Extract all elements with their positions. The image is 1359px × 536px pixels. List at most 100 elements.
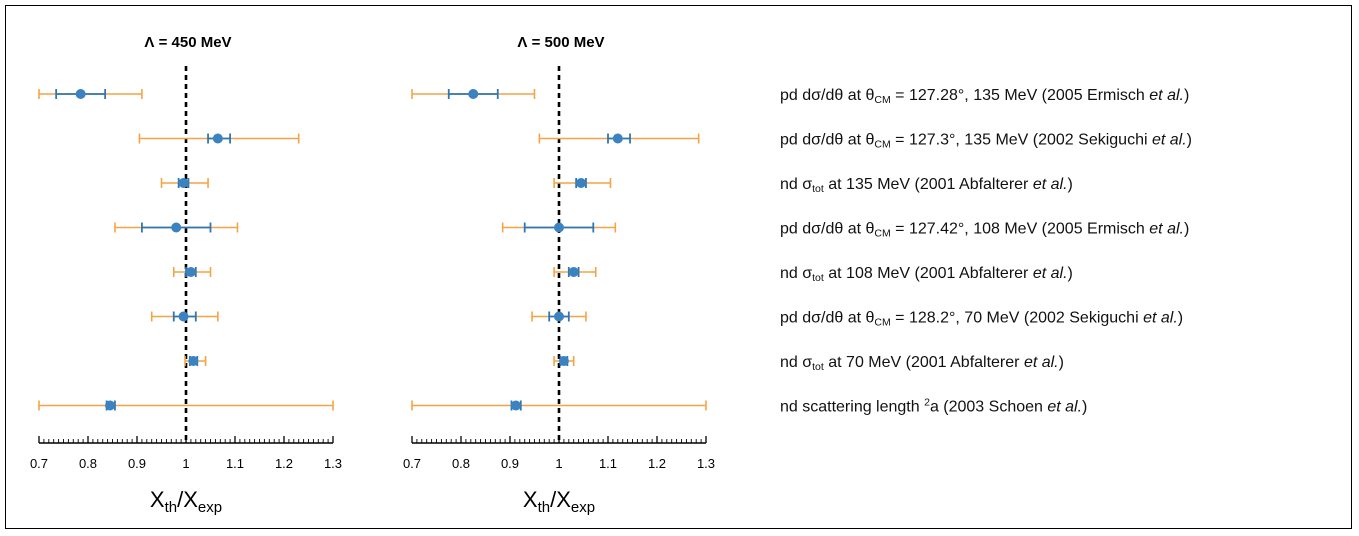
data-point — [188, 356, 199, 366]
row-label-text: pd dσ/dθ at θ — [780, 87, 874, 104]
data-row-2 — [553, 178, 612, 188]
x-tick-label: 0.9 — [501, 456, 519, 471]
row-label-text: pd dσ/dθ at θ — [780, 310, 874, 327]
row-label-text: = 127.28°, 135 MeV (2005 Ermisch — [891, 87, 1150, 104]
row-label: nd σtot at 70 MeV (2001 Abfalterer et al… — [780, 354, 1064, 373]
figure-frame — [5, 5, 1352, 529]
data-point — [75, 89, 86, 99]
row-label-text: nd scattering length — [780, 399, 924, 416]
x-tick-label: 1 — [555, 456, 562, 471]
row-label-text: ) — [1068, 265, 1073, 282]
x-tick-label: 1.3 — [697, 456, 715, 471]
x-axis-label-main: X — [523, 487, 538, 512]
x-tick-label: 0.7 — [30, 456, 48, 471]
row-label-text: pd dσ/dθ at θ — [780, 132, 874, 149]
row-label-italic: et al. — [1024, 354, 1059, 371]
x-tick-label: 1.1 — [599, 456, 617, 471]
row-label: pd dσ/dθ at θCM = 127.42°, 108 MeV (2005… — [780, 221, 1189, 240]
row-label-text: ) — [1184, 87, 1189, 104]
row-label-italic: et al. — [1152, 132, 1187, 149]
row-label-text: at 108 MeV (2001 Abfalterer — [824, 265, 1033, 282]
row-label: nd σtot at 108 MeV (2001 Abfalterer et a… — [780, 265, 1073, 284]
row-label-subscript: tot — [812, 361, 824, 373]
row-label: pd dσ/dθ at θCM = 127.3°, 135 MeV (2002 … — [780, 132, 1192, 151]
x-axis-label: Xth/Xexp — [150, 487, 222, 516]
data-row-1 — [538, 133, 700, 144]
x-axis-label-sep: /X — [550, 487, 571, 512]
row-label-italic: et al. — [1149, 87, 1184, 104]
x-tick-label: 0.9 — [128, 456, 146, 471]
x-axis-label-sub: exp — [198, 499, 222, 516]
data-point — [558, 356, 569, 366]
row-label-subscript: CM — [874, 94, 890, 106]
panel-title: Λ = 450 MeV — [144, 34, 231, 51]
row-label-italic: et al. — [1033, 265, 1068, 282]
x-tick-label: 0.7 — [403, 456, 421, 471]
data-row-3 — [501, 222, 617, 233]
data-row-7 — [411, 400, 707, 411]
row-label-text: at 135 MeV (2001 Abfalterer — [824, 176, 1033, 193]
data-row-1 — [138, 133, 300, 144]
data-point — [510, 400, 521, 411]
x-axis-label-main: X — [150, 487, 165, 512]
row-label-text: ) — [1178, 310, 1183, 327]
row-label-text: a (2003 Schoen — [930, 399, 1047, 416]
row-label-text: = 127.3°, 135 MeV (2002 Sekiguchi — [891, 132, 1152, 149]
x-tick-label: 1.2 — [275, 456, 293, 471]
row-label: nd scattering length 2a (2003 Schoen et … — [780, 397, 1087, 416]
data-point — [178, 178, 189, 188]
row-label-text: nd σ — [780, 265, 812, 282]
x-tick-label: 1 — [182, 456, 189, 471]
row-label-text: ) — [1187, 132, 1192, 149]
data-point — [568, 267, 579, 277]
row-label-text: nd σ — [780, 176, 812, 193]
row-label-subscript: CM — [874, 139, 890, 151]
data-row-4 — [172, 267, 212, 277]
x-axis-label-sub: th — [165, 499, 178, 516]
data-point — [171, 222, 182, 233]
x-tick-label: 0.8 — [79, 456, 97, 471]
data-row-3 — [114, 222, 239, 233]
data-row-5 — [531, 311, 587, 322]
data-point — [612, 133, 623, 144]
data-row-0 — [38, 89, 143, 99]
row-label: pd dσ/dθ at θCM = 127.28°, 135 MeV (2005… — [780, 87, 1189, 106]
row-label-subscript: tot — [812, 183, 824, 195]
row-label-text: pd dσ/dθ at θ — [780, 221, 874, 238]
data-point — [554, 222, 564, 233]
row-label: nd σtot at 135 MeV (2001 Abfalterer et a… — [780, 176, 1073, 195]
data-row-6 — [553, 356, 575, 366]
data-point — [212, 133, 223, 144]
row-label-italic: et al. — [1033, 176, 1068, 193]
data-point — [554, 311, 564, 322]
row-label-text: = 128.2°, 70 MeV (2002 Sekiguchi — [891, 310, 1143, 327]
panel-title: Λ = 500 MeV — [517, 34, 604, 51]
data-point — [468, 89, 479, 99]
data-row-4 — [553, 267, 597, 277]
row-label-text: ) — [1068, 176, 1073, 193]
row-label-text: ) — [1059, 354, 1064, 371]
row-label-italic: et al. — [1047, 399, 1082, 416]
row-label-text: ) — [1082, 399, 1087, 416]
row-label-text: nd σ — [780, 354, 812, 371]
x-axis-label-sub: th — [538, 499, 551, 516]
row-label-text: = 127.42°, 108 MeV (2005 Ermisch — [891, 221, 1150, 238]
data-point — [576, 178, 587, 188]
data-row-7 — [38, 400, 334, 411]
row-label-subscript: CM — [874, 317, 890, 329]
row-label-italic: et al. — [1143, 310, 1178, 327]
panel-1: Λ = 500 MeV 0.7 0.8 0.9 1 1.1 1.2 1.3 Xth/Xexp — [403, 34, 715, 516]
x-axis-label-sub: exp — [571, 499, 595, 516]
row-label-superscript: 2 — [924, 397, 930, 409]
data-point — [178, 311, 189, 322]
row-label: pd dσ/dθ at θCM = 128.2°, 70 MeV (2002 S… — [780, 310, 1183, 329]
data-row-5 — [150, 311, 219, 322]
data-row-6 — [184, 356, 207, 366]
row-label-subscript: CM — [874, 228, 890, 240]
row-label-text: at 70 MeV (2001 Abfalterer — [824, 354, 1024, 371]
data-row-2 — [160, 178, 209, 188]
row-label-text: ) — [1184, 221, 1189, 238]
data-point — [185, 267, 196, 277]
row-label-italic: et al. — [1149, 221, 1184, 238]
